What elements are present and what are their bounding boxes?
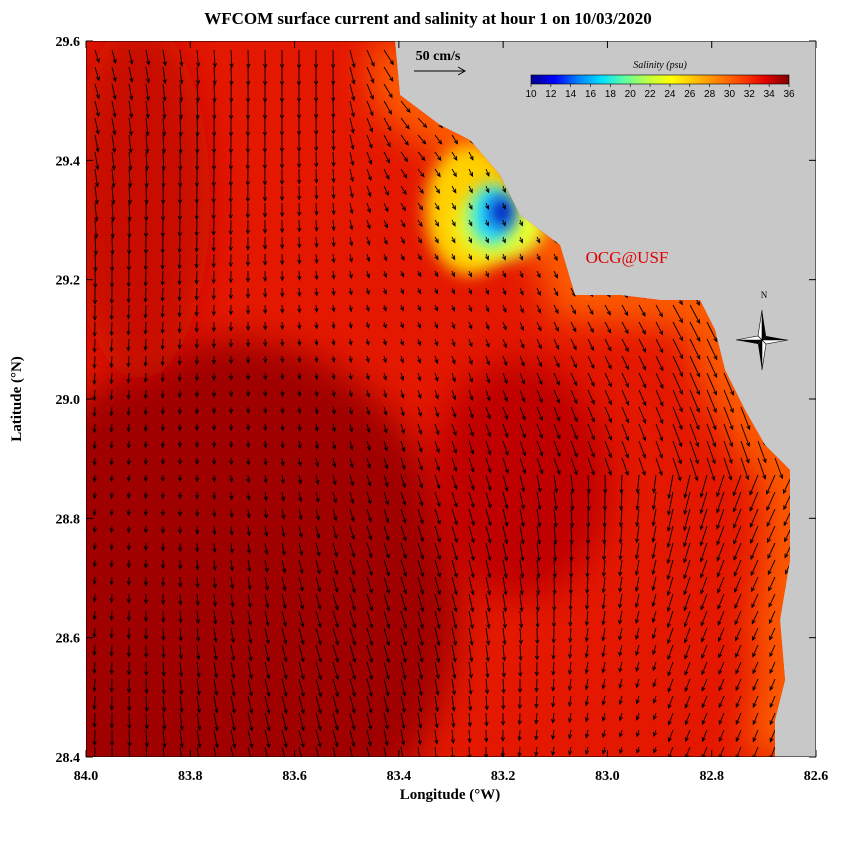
arrow-shaft (94, 339, 95, 352)
arrow-shaft (554, 577, 555, 594)
arrow-shaft (112, 237, 113, 254)
arrow-shaft (95, 254, 96, 271)
map-area (0, 20, 816, 842)
arrow-shaft (146, 186, 147, 204)
arrow-shaft (162, 288, 163, 301)
arrow-shaft (180, 135, 181, 153)
arrow-shaft (333, 135, 334, 150)
arrow-shaft (536, 679, 537, 692)
arrow-shaft (146, 679, 147, 693)
arrow-shaft (179, 271, 180, 284)
arrow-shaft (111, 322, 112, 335)
arrow-shaft (214, 84, 215, 102)
arrow-shaft (162, 271, 163, 285)
arrow-shaft (333, 152, 334, 166)
arrow-shaft (179, 288, 180, 300)
arrow-shaft (231, 67, 232, 85)
arrow-shaft (94, 713, 95, 727)
arrow-shaft (145, 288, 146, 302)
arrow-shaft (570, 594, 571, 610)
arrow-shaft (128, 305, 129, 319)
arrow-shaft (145, 305, 146, 318)
arrow-shaft (316, 186, 317, 199)
map-title: WFCOM surface current and salinity at ho… (204, 9, 652, 28)
arrow-shaft (197, 118, 198, 136)
